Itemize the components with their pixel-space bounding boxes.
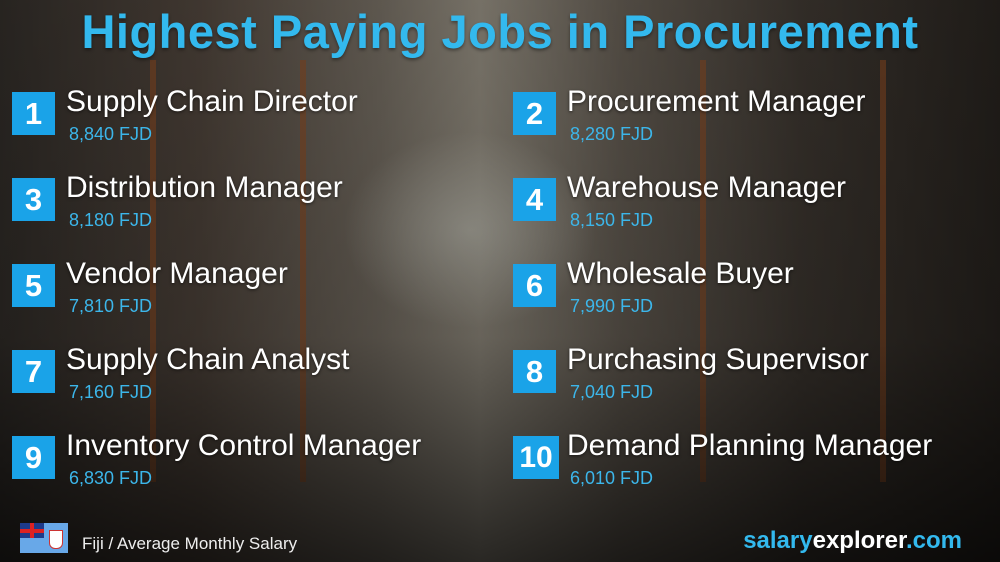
rank-badge: 1	[12, 92, 55, 135]
brand-logo: salaryexplorer.com	[743, 527, 962, 555]
job-item: 1 Supply Chain Director 8,840 FJD	[12, 85, 492, 155]
job-item: 9 Inventory Control Manager 6,830 FJD	[12, 429, 492, 499]
page-title: Highest Paying Jobs in Procurement	[81, 5, 919, 58]
job-item: 8 Purchasing Supervisor 7,040 FJD	[513, 343, 993, 413]
rank-badge: 8	[513, 350, 556, 393]
job-item: 3 Distribution Manager 8,180 FJD	[12, 171, 492, 241]
fiji-flag-icon	[20, 523, 68, 553]
job-title: Supply Chain Director	[66, 85, 358, 118]
job-title: Wholesale Buyer	[567, 257, 794, 290]
rank-badge: 7	[12, 350, 55, 393]
job-item: 10 Demand Planning Manager 6,010 FJD	[513, 429, 993, 499]
footer-caption: Fiji / Average Monthly Salary	[82, 534, 298, 553]
job-salary: 6,010 FJD	[570, 468, 654, 488]
job-title: Vendor Manager	[66, 257, 288, 290]
job-salary: 6,830 FJD	[69, 468, 153, 488]
job-salary: 8,180 FJD	[69, 210, 153, 230]
job-salary: 7,990 FJD	[570, 296, 654, 316]
job-title: Purchasing Supervisor	[567, 343, 869, 376]
job-salary: 8,150 FJD	[570, 210, 654, 230]
brand-part: explorer	[812, 527, 906, 554]
job-title: Distribution Manager	[66, 171, 343, 204]
job-salary: 7,040 FJD	[570, 382, 654, 402]
job-title: Warehouse Manager	[567, 171, 847, 204]
rank-badge: 2	[513, 92, 556, 135]
job-salary: 8,280 FJD	[570, 124, 654, 144]
job-salary: 8,840 FJD	[69, 124, 153, 144]
job-salary: 7,160 FJD	[69, 382, 153, 402]
job-item: 2 Procurement Manager 8,280 FJD	[513, 85, 993, 155]
job-item: 7 Supply Chain Analyst 7,160 FJD	[12, 343, 492, 413]
job-item: 4 Warehouse Manager 8,150 FJD	[513, 171, 993, 241]
job-title: Demand Planning Manager	[567, 429, 933, 462]
rank-badge: 9	[12, 436, 55, 479]
job-item: 5 Vendor Manager 7,810 FJD	[12, 257, 492, 327]
rank-badge: 3	[12, 178, 55, 221]
brand-part: .com	[905, 527, 962, 554]
job-salary: 7,810 FJD	[69, 296, 153, 316]
brand-part: salary	[743, 527, 813, 554]
rank-badge: 6	[513, 264, 556, 307]
job-title: Inventory Control Manager	[66, 429, 422, 462]
rank-badge: 5	[12, 264, 55, 307]
rank-badge: 10	[513, 436, 559, 479]
job-item: 6 Wholesale Buyer 7,990 FJD	[513, 257, 993, 327]
rank-badge: 4	[513, 178, 556, 221]
job-title: Procurement Manager	[567, 85, 866, 118]
job-title: Supply Chain Analyst	[66, 343, 350, 376]
